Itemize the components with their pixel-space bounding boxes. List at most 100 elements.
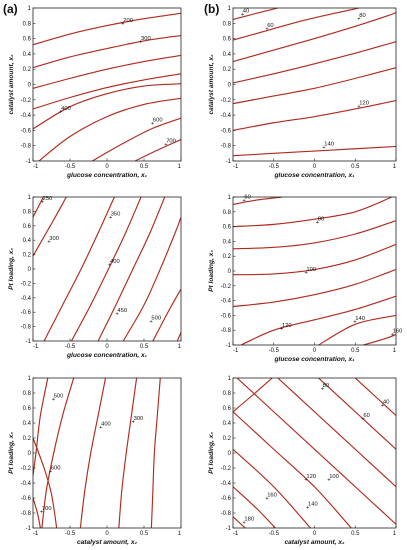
y-tick-label: 0.8 [23,209,32,215]
contour-line [354,378,396,416]
contour-label-marker: + [149,319,153,325]
x-tick-label: 1 [178,344,182,350]
x-tick-label: 0 [105,531,109,537]
contour-label-marker: + [139,40,143,46]
y-tick-label: 0.6 [223,37,232,43]
panel-label-b: (b) [204,2,219,16]
contour-line [233,378,273,413]
y-tick-label: -0.8 [221,144,232,150]
y-tick-label: 0.2 [23,253,32,259]
contour-label: 160 [393,328,403,334]
x-tick-label: -0.5 [269,164,280,170]
y-tick-label: -1 [226,526,232,532]
contour-label: 80 [318,217,324,223]
contour-label: 100 [306,267,316,273]
x-tick-label: 0.5 [351,164,360,170]
y-tick-label: 0 [28,451,32,457]
contour-line [233,197,282,205]
contour-label-marker: + [151,121,155,127]
y-tick-label: 0.6 [23,224,32,230]
contour-label-marker: + [353,319,357,325]
y-tick-label: 1 [228,376,232,382]
x-tick-label: -0.5 [269,348,280,354]
contour-line [318,378,396,450]
contour-label-marker: + [121,21,125,27]
y-tick-label: 0.8 [223,21,232,27]
y-tick-label: -0.2 [21,98,32,104]
x-axis-label: glucose concentration, x₁ [66,172,148,179]
contour-label-marker: + [242,520,246,526]
x-axis-label: glucose concentration, x₁ [66,352,148,359]
x-tick-label: -1 [233,164,239,170]
x-tick-label: -1 [33,344,39,350]
contour-label: 350 [111,212,121,218]
y-tick-label: -0.6 [21,128,32,134]
contour-label: 160 [267,493,277,499]
x-tick-label: 0.5 [351,348,360,354]
contour-lines [233,197,396,345]
contour-label: 60 [267,23,273,29]
contour-lines [33,197,181,341]
y-tick-label: -0.4 [21,113,32,119]
contour-line [33,34,181,69]
contour-label: 700 [166,139,176,145]
contour-plot-4: 60+80+100+120+140+160+-1 -0.5 0 0.5 1-1-0.8-… [208,195,402,364]
contour-line [33,197,44,218]
contour-line [38,97,181,161]
contour-label: 80 [323,383,329,389]
contour-line [122,216,181,341]
contour-lines [233,378,396,528]
contour-label-marker: + [304,477,308,483]
y-axis-label: Pt loading, x₃ [208,432,215,474]
contour-label-marker: + [52,397,56,403]
x-tick-label: 1 [178,531,182,537]
y-tick-label: 0.2 [23,67,32,73]
x-tick-label: -0.5 [65,344,76,350]
x-tick-label: -1 [233,531,239,537]
y-tick-label: -0.2 [21,281,32,287]
x-tick-label: -0.5 [269,531,280,537]
contour-label: 120 [359,100,369,106]
y-tick-label: -0.4 [21,296,32,302]
x-tick-label: 1 [393,164,397,170]
y-axis-label: Pt loading, x₃ [8,432,15,474]
contour-label: 600 [153,117,163,123]
contour-label-marker: + [115,312,119,318]
contour-label: 120 [306,474,316,480]
contour-label: 250 [43,196,53,202]
y-tick-label: -0.2 [221,284,232,290]
y-tick-label: 0 [228,451,232,457]
x-tick-label: -1 [233,348,239,354]
x-tick-label: 1 [393,348,397,354]
y-axis-label: catalyst amount, x₂ [208,54,215,115]
y-tick-label: -0.6 [21,496,32,502]
contour-label: 180 [244,517,254,523]
contour-line [97,197,166,341]
contour-lines [33,378,161,528]
contour-line [240,295,396,345]
y-tick-label: -0.6 [221,313,232,319]
x-tick-label: 1 [178,164,182,170]
x-tick-label: -1 [33,164,39,170]
contour-line [150,378,161,528]
contour-line [233,243,396,276]
contour-label-marker: + [357,104,361,110]
y-tick-label: 0.4 [223,421,232,427]
x-tick-label: -1 [33,531,39,537]
y-tick-label: 0.4 [23,421,32,427]
contour-plot-1: 200+300+400+600+700+-1 -0.5 0 0.5 1-1-0.8-0.… [8,6,182,179]
contour-line [33,497,41,528]
x-tick-label: 0.5 [140,531,149,537]
panel-label-a: (a) [3,2,18,16]
contour-line [33,378,49,476]
contour-line [41,378,75,528]
y-tick-label: -0.4 [221,481,232,487]
contour-label-marker: + [327,477,331,483]
plot-frame [232,7,397,162]
contour-label-marker: + [47,240,51,246]
contour-line [79,378,107,528]
contour-label-marker: + [304,271,308,277]
contour-label: 140 [308,502,318,508]
y-tick-label: 0 [28,83,32,89]
y-tick-label: -0.8 [21,511,32,517]
